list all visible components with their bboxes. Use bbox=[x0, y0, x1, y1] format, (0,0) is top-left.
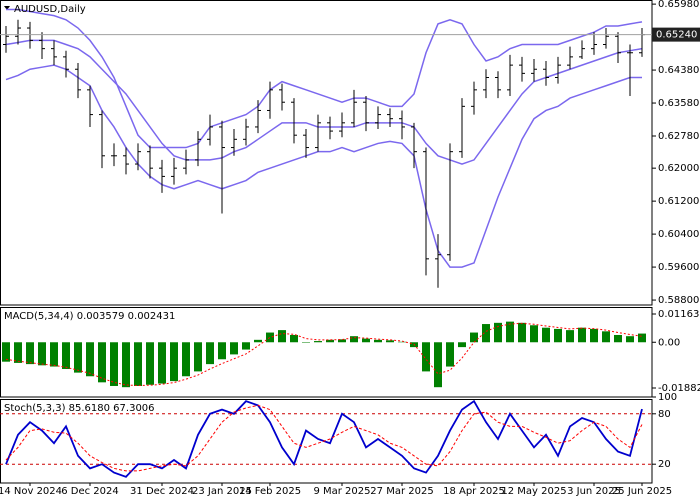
x-tick-label: 14 Nov 2024 bbox=[0, 486, 62, 497]
macd-bar bbox=[530, 325, 538, 343]
macd-bar bbox=[74, 342, 82, 373]
y-tick-label: 0.011636 bbox=[658, 309, 700, 320]
macd-bar bbox=[326, 339, 334, 343]
macd-bar bbox=[350, 336, 358, 343]
macd-bar bbox=[134, 342, 142, 386]
macd-bar bbox=[506, 321, 514, 343]
macd-bar bbox=[434, 342, 442, 388]
macd-bar bbox=[578, 327, 586, 343]
y-tick-label: 0.65980 bbox=[658, 0, 699, 10]
macd-bar bbox=[590, 328, 598, 343]
macd-bar bbox=[194, 342, 202, 372]
macd-bar bbox=[314, 341, 322, 343]
macd-bar bbox=[542, 327, 550, 343]
macd-bar bbox=[626, 336, 634, 343]
last-price-label: 0.65240 bbox=[656, 30, 697, 41]
macd-bar bbox=[302, 342, 310, 343]
macd-bar bbox=[158, 342, 166, 384]
x-tick-label: 25 Jun 2025 bbox=[612, 486, 672, 497]
bollinger-band bbox=[5, 64, 642, 268]
macd-bar bbox=[26, 342, 34, 365]
macd-bar bbox=[482, 324, 490, 343]
macd-bar bbox=[62, 342, 70, 369]
macd-bar bbox=[554, 328, 562, 343]
macd-bar bbox=[242, 342, 250, 350]
y-tick-label: 0.61200 bbox=[658, 196, 699, 207]
macd-bar bbox=[14, 342, 22, 363]
y-tick-label: 100 bbox=[658, 392, 677, 403]
y-tick-label: 0.00 bbox=[658, 337, 680, 348]
y-tick-label: 0.62000 bbox=[658, 163, 699, 174]
macd-bar bbox=[218, 342, 226, 360]
y-tick-label: 20 bbox=[658, 459, 671, 470]
macd-bar bbox=[230, 342, 238, 355]
x-tick-label: 31 Dec 2024 bbox=[130, 486, 194, 497]
macd-panel-frame bbox=[0, 307, 653, 398]
y-tick-label: 0.63580 bbox=[658, 98, 699, 109]
macd-bar bbox=[38, 342, 46, 366]
y-tick-label: 0.60400 bbox=[658, 229, 699, 240]
macd-bar bbox=[266, 332, 274, 343]
y-tick-label: 0.59600 bbox=[658, 262, 699, 273]
macd-bar bbox=[122, 342, 130, 388]
x-tick-label: 9 Mar 2025 bbox=[313, 486, 370, 497]
x-tick-label: 6 Dec 2024 bbox=[61, 486, 119, 497]
macd-bar bbox=[146, 342, 154, 385]
menu-icon bbox=[4, 6, 10, 10]
macd-bar bbox=[494, 322, 502, 343]
macd-bar bbox=[2, 342, 10, 362]
x-tick-label: 18 Apr 2025 bbox=[443, 486, 505, 497]
bollinger-band bbox=[5, 39, 643, 165]
macd-bar bbox=[422, 342, 430, 372]
stoch-signal bbox=[5, 404, 643, 472]
macd-bar bbox=[86, 342, 94, 377]
macd-bar bbox=[518, 322, 526, 343]
y-tick-label: 80 bbox=[658, 409, 671, 420]
x-tick-label: 27 Mar 2025 bbox=[370, 486, 433, 497]
macd-bar bbox=[470, 332, 478, 343]
x-tick-label: 23 Jan 2025 bbox=[192, 486, 252, 497]
y-tick-label: -0.018829 bbox=[658, 383, 700, 394]
panel-title: AUDUSD,Daily bbox=[14, 4, 86, 15]
macd-bar bbox=[278, 330, 286, 343]
panel-title: Stoch(5,3,3) 85.6180 67.3006 bbox=[4, 403, 155, 414]
panel-title: MACD(5,34,4) 0.003579 0.002431 bbox=[4, 311, 175, 322]
stoch-panel-frame bbox=[0, 399, 653, 484]
y-tick-label: 0.62780 bbox=[658, 131, 699, 142]
x-tick-label: 12 May 2025 bbox=[501, 486, 566, 497]
macd-bar bbox=[338, 339, 346, 343]
macd-bar bbox=[566, 330, 574, 343]
macd-bar bbox=[110, 342, 118, 386]
macd-bar bbox=[374, 339, 382, 343]
last-price-box bbox=[652, 27, 700, 42]
macd-signal bbox=[5, 322, 643, 386]
macd-bar bbox=[170, 342, 178, 382]
y-tick-label: 0.58800 bbox=[658, 295, 699, 306]
macd-bar bbox=[362, 338, 370, 343]
macd-bar bbox=[182, 342, 190, 377]
macd-bar bbox=[98, 342, 106, 383]
bollinger-band bbox=[6, 8, 643, 149]
price-panel-frame bbox=[0, 0, 653, 306]
macd-bar bbox=[398, 341, 406, 343]
macd-bar bbox=[206, 342, 214, 365]
macd-bar bbox=[446, 342, 454, 367]
macd-bar bbox=[254, 339, 262, 343]
x-tick-label: 3 Jun 2025 bbox=[567, 486, 621, 497]
macd-bar bbox=[50, 342, 58, 367]
macd-bar bbox=[458, 342, 466, 348]
x-tick-label: 14 Feb 2025 bbox=[239, 486, 301, 497]
macd-bar bbox=[614, 334, 622, 343]
macd-bar bbox=[602, 331, 610, 343]
y-tick-label: 0.64380 bbox=[658, 65, 699, 76]
macd-bar bbox=[386, 340, 394, 343]
macd-bar bbox=[290, 334, 298, 343]
macd-bar bbox=[638, 333, 646, 343]
